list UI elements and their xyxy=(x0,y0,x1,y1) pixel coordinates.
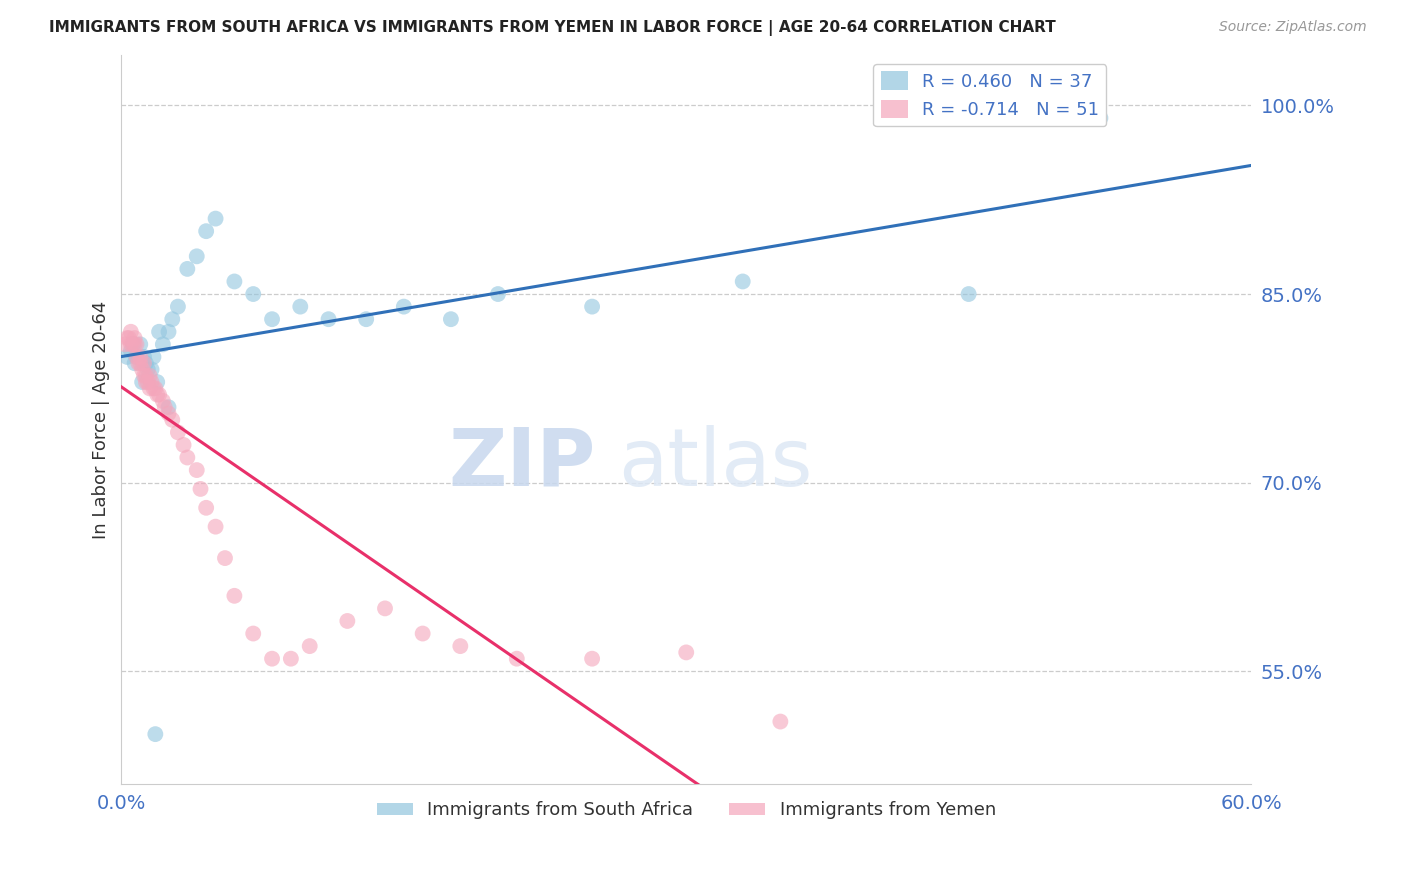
Point xyxy=(146,387,169,401)
Point xyxy=(136,375,159,389)
Point xyxy=(131,362,153,376)
Point xyxy=(118,331,141,345)
Text: ZIP: ZIP xyxy=(449,425,596,502)
Y-axis label: In Labor Force | Age 20-64: In Labor Force | Age 20-64 xyxy=(93,301,110,539)
Point xyxy=(1090,111,1112,125)
Point xyxy=(581,300,603,314)
Point xyxy=(152,393,174,408)
Point xyxy=(124,337,146,351)
Point xyxy=(129,350,152,364)
Point xyxy=(157,401,180,415)
Point xyxy=(176,261,198,276)
Point xyxy=(374,601,396,615)
Point xyxy=(186,249,208,263)
Point xyxy=(152,337,174,351)
Point xyxy=(280,651,302,665)
Point xyxy=(135,368,157,383)
Point xyxy=(132,356,155,370)
Point xyxy=(129,337,152,351)
Point xyxy=(120,337,142,351)
Point xyxy=(162,413,184,427)
Point xyxy=(142,350,165,364)
Point xyxy=(125,337,148,351)
Point xyxy=(121,337,143,351)
Point xyxy=(162,312,184,326)
Point xyxy=(449,639,471,653)
Point xyxy=(138,381,160,395)
Text: atlas: atlas xyxy=(619,425,813,502)
Point xyxy=(224,589,246,603)
Point xyxy=(120,343,142,358)
Point xyxy=(127,356,149,370)
Point xyxy=(153,401,176,415)
Point xyxy=(114,337,136,351)
Point xyxy=(136,362,159,376)
Point xyxy=(260,312,283,326)
Point xyxy=(157,407,180,421)
Point xyxy=(132,368,155,383)
Point xyxy=(318,312,340,326)
Point xyxy=(204,211,226,226)
Point xyxy=(486,287,509,301)
Point xyxy=(138,368,160,383)
Point xyxy=(167,300,190,314)
Point xyxy=(506,651,529,665)
Point xyxy=(120,325,142,339)
Point xyxy=(146,375,169,389)
Point xyxy=(157,325,180,339)
Point xyxy=(195,224,218,238)
Point xyxy=(176,450,198,465)
Point xyxy=(440,312,463,326)
Point xyxy=(125,350,148,364)
Point xyxy=(115,350,138,364)
Point xyxy=(129,356,152,370)
Point xyxy=(148,325,170,339)
Point xyxy=(957,287,980,301)
Point xyxy=(173,438,195,452)
Point xyxy=(195,500,218,515)
Point xyxy=(731,275,754,289)
Point xyxy=(581,651,603,665)
Point xyxy=(143,381,166,395)
Point xyxy=(124,331,146,345)
Point xyxy=(131,375,153,389)
Point xyxy=(142,381,165,395)
Point xyxy=(392,300,415,314)
Point xyxy=(260,651,283,665)
Point xyxy=(336,614,359,628)
Point xyxy=(186,463,208,477)
Point xyxy=(125,350,148,364)
Point xyxy=(298,639,321,653)
Point xyxy=(141,375,163,389)
Point xyxy=(115,331,138,345)
Point xyxy=(675,645,697,659)
Text: IMMIGRANTS FROM SOUTH AFRICA VS IMMIGRANTS FROM YEMEN IN LABOR FORCE | AGE 20-64: IMMIGRANTS FROM SOUTH AFRICA VS IMMIGRAN… xyxy=(49,20,1056,36)
Point xyxy=(354,312,377,326)
Point xyxy=(290,300,312,314)
Point xyxy=(167,425,190,440)
Point xyxy=(132,350,155,364)
Point xyxy=(190,482,212,496)
Point xyxy=(141,362,163,376)
Point xyxy=(204,519,226,533)
Point xyxy=(224,275,246,289)
Point xyxy=(242,287,264,301)
Text: Source: ZipAtlas.com: Source: ZipAtlas.com xyxy=(1219,20,1367,34)
Point xyxy=(143,727,166,741)
Point xyxy=(769,714,792,729)
Point xyxy=(242,626,264,640)
Legend: Immigrants from South Africa, Immigrants from Yemen: Immigrants from South Africa, Immigrants… xyxy=(370,794,1004,827)
Point xyxy=(135,356,157,370)
Point xyxy=(214,551,236,566)
Point xyxy=(121,337,143,351)
Point xyxy=(148,387,170,401)
Point xyxy=(412,626,434,640)
Point xyxy=(124,356,146,370)
Point xyxy=(135,375,157,389)
